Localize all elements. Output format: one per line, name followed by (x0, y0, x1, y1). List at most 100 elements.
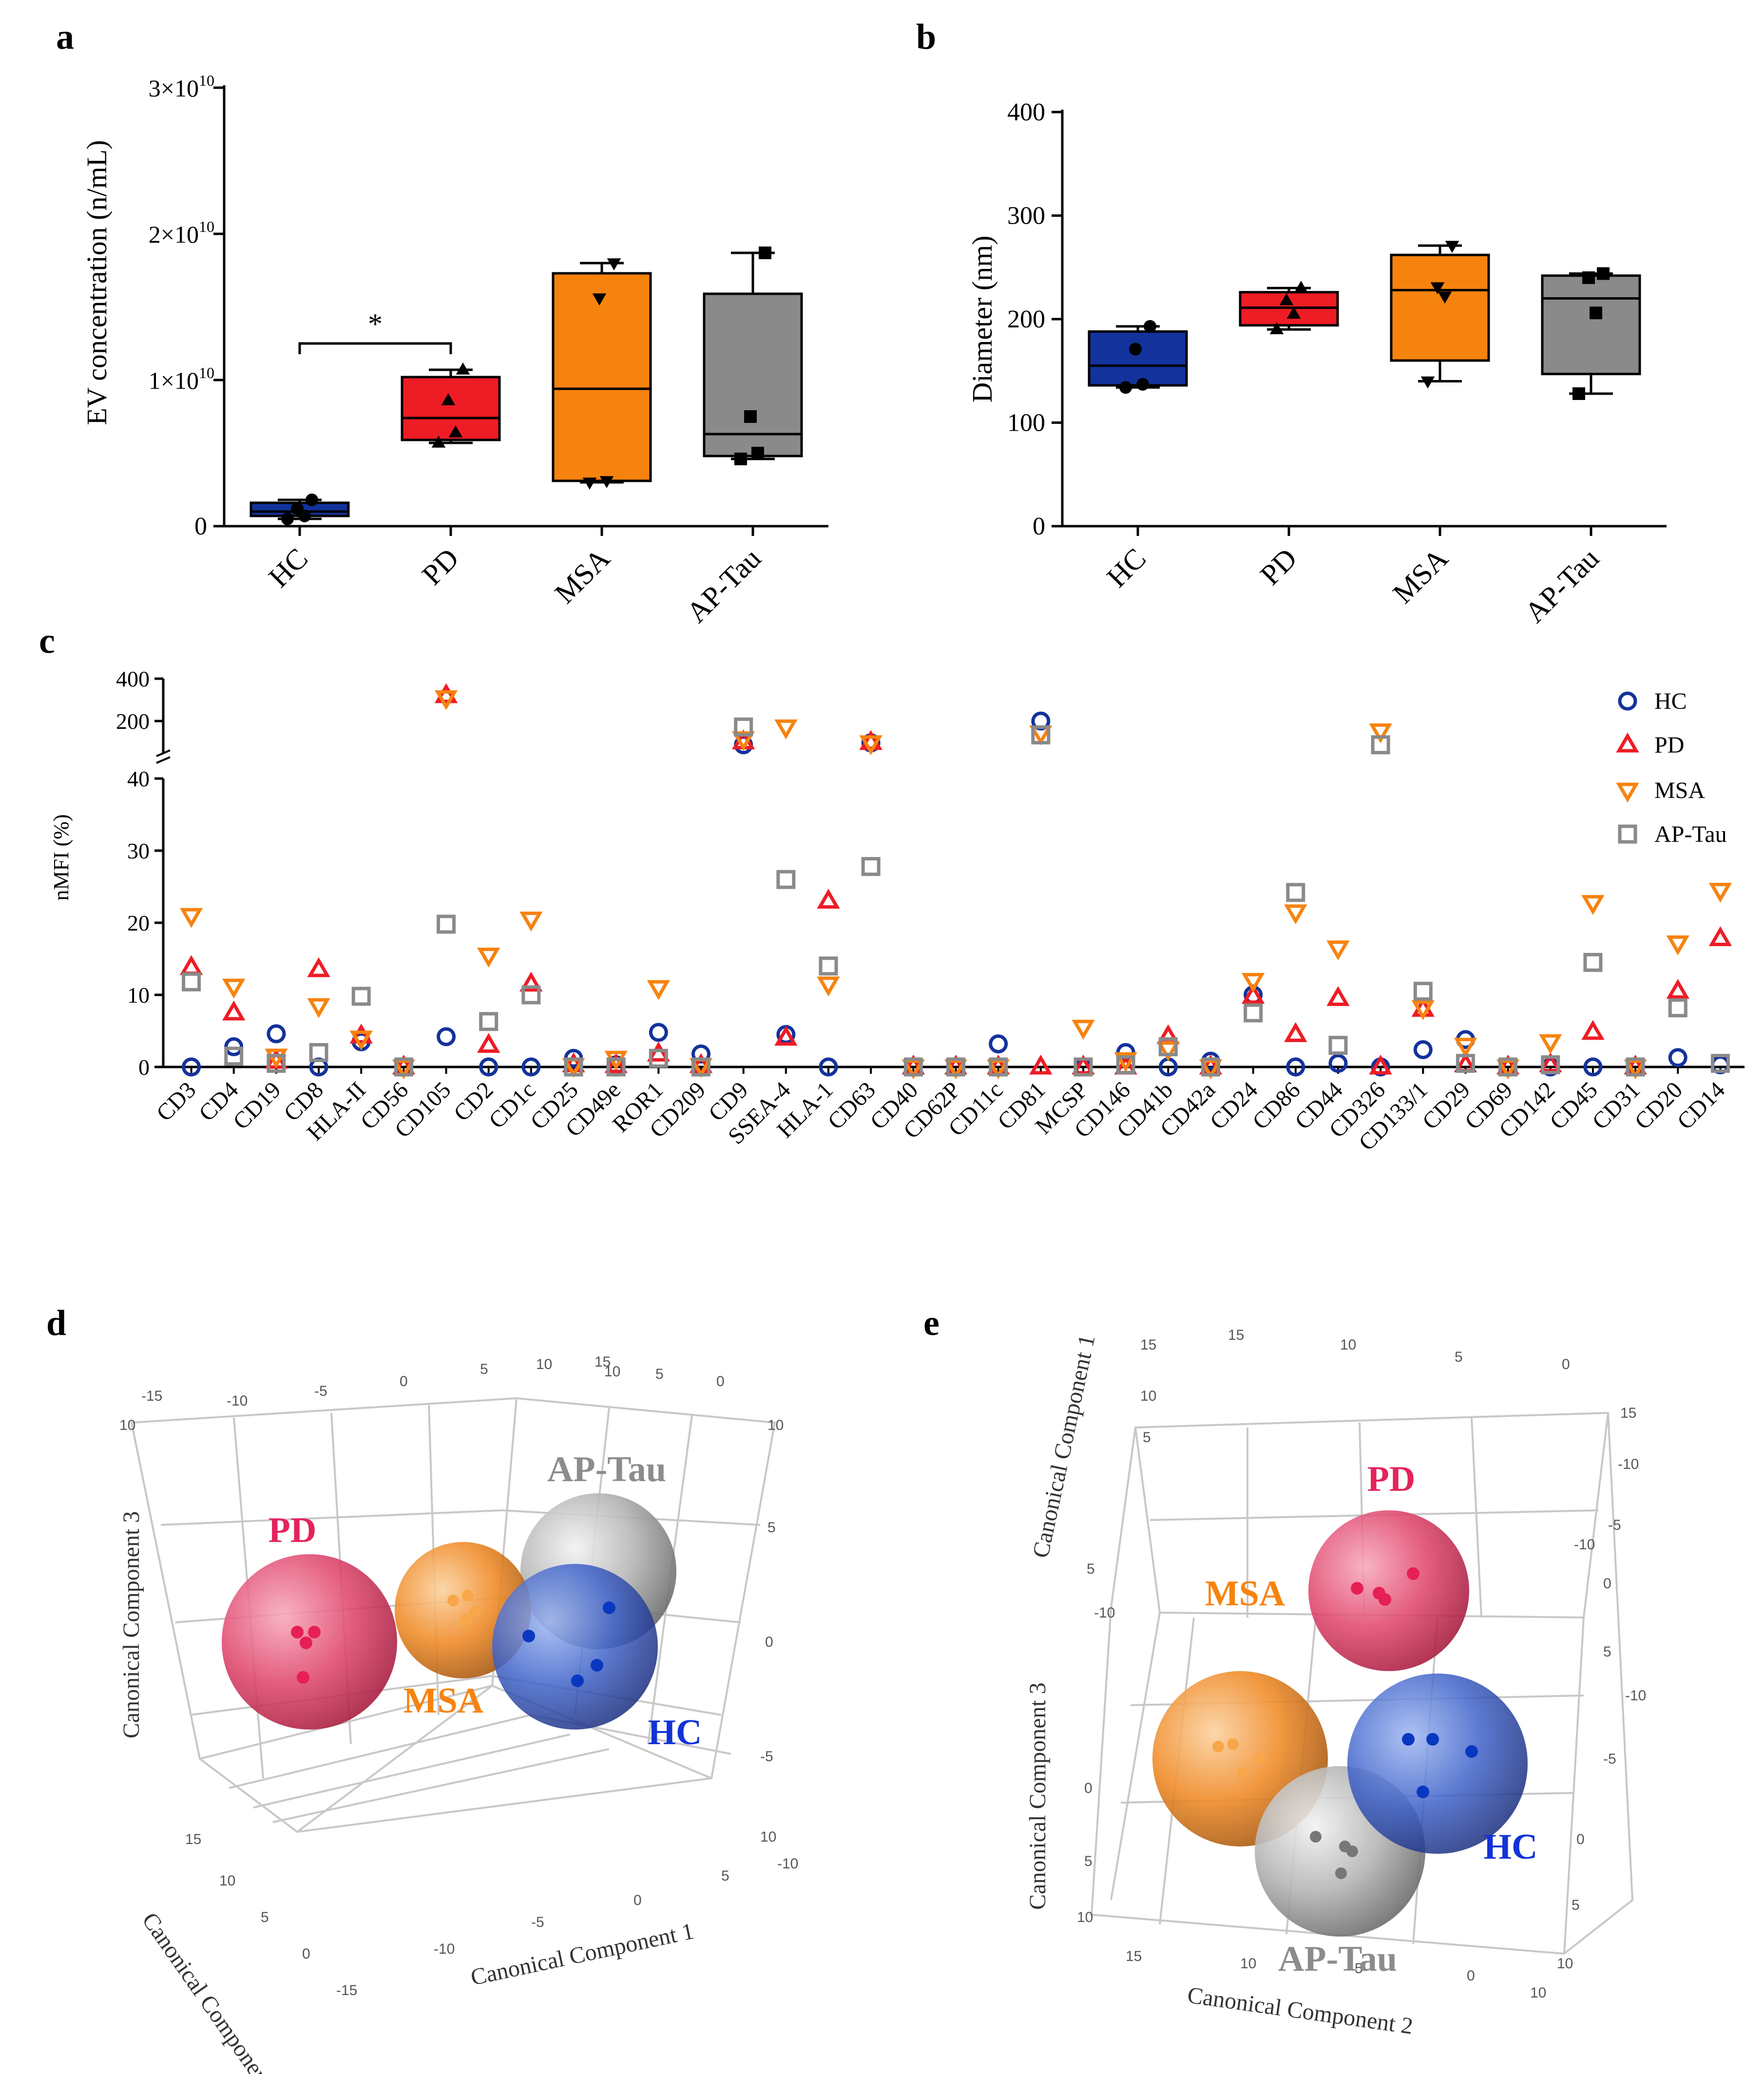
tick-label: -15 (336, 1982, 357, 1998)
panel-c-scatter-chart: nMFI (%) 010203040200400CD3CD4CD19CD8HLA… (49, 666, 1745, 1156)
group-label-PD: PD (268, 1510, 317, 1550)
tick-label: 5 (1572, 1897, 1580, 1913)
point-HC (522, 1630, 535, 1642)
tick-label: 10 (536, 1356, 552, 1372)
x-tick-label: CD31 (1587, 1077, 1645, 1135)
point-PD (1407, 1567, 1419, 1580)
tick-label: 15 (185, 1831, 201, 1847)
point-PD (300, 1636, 312, 1649)
tick-label: -15 (141, 1388, 162, 1404)
scatter-point-HC (437, 1027, 456, 1047)
scatter-point-AP-Tau (1201, 1057, 1220, 1077)
scatter-point-AP-Tau (267, 1054, 286, 1073)
point-MSA (1212, 1741, 1224, 1752)
tick-label: 5 (721, 1868, 729, 1884)
scatter-point-MSA (265, 1048, 288, 1069)
box-HC (1088, 330, 1188, 387)
point-MSA (447, 1595, 459, 1606)
tick-label: 0 (302, 1946, 310, 1962)
tick-label: 10 (760, 1829, 776, 1845)
scatter-point-HC (989, 1034, 1008, 1054)
scatter-point-AP-Tau (1456, 1054, 1475, 1073)
point-HC (1426, 1733, 1439, 1746)
scatter-point-HC (1413, 1040, 1433, 1059)
scatter-point-MSA (817, 976, 840, 997)
data-point (1119, 381, 1132, 394)
point-MSA (1254, 1753, 1265, 1765)
scatter-point-MSA (859, 735, 882, 756)
tick-label: 15 (1620, 1405, 1636, 1421)
legend-marker (1616, 732, 1639, 753)
scatter-point-MSA (434, 690, 458, 710)
data-point (291, 502, 304, 515)
panel-e-ticks-left: 15 10 5 -10 5 0 5 10 (1077, 1337, 1156, 1925)
y-tick-label: 400 (116, 666, 150, 691)
scatter-point-AP-Tau (1244, 1003, 1263, 1023)
tick-label: -5 (314, 1383, 327, 1399)
scatter-point-HC (1031, 711, 1051, 731)
scatter-point-MSA (349, 1030, 373, 1051)
scatter-point-MSA (1072, 1020, 1095, 1040)
scatter-point-MSA (392, 1059, 416, 1080)
group-label-APTau: AP-Tau (1278, 1939, 1397, 1979)
scatter-point-AP-Tau (903, 1057, 923, 1077)
tick-label: 10 (1140, 1388, 1156, 1404)
legend-marker (1616, 782, 1639, 803)
legend-label: HC (1654, 688, 1687, 714)
x-tick-label: CD24 (1205, 1077, 1263, 1135)
panel-c-ylabel: nMFI (%) (49, 814, 73, 900)
scatter-point-MSA (1156, 1041, 1180, 1062)
scatter-point-AP-Tau (861, 857, 881, 876)
panel-d-ticks-c2: 15 10 5 0 -15 (185, 1831, 357, 1998)
scatter-point-MSA (1624, 1059, 1647, 1080)
tick-label: 0 (1562, 1356, 1570, 1372)
scatter-point-PD (774, 1026, 798, 1046)
scatter-point-AP-Tau (437, 914, 456, 934)
scatter-point-MSA (1581, 895, 1605, 915)
data-point (1445, 241, 1459, 253)
x-tick-label: CD45 (1545, 1077, 1603, 1135)
group-label-MSA: MSA (403, 1681, 483, 1721)
x-tick-label: CD19 (228, 1077, 286, 1135)
data-point (1430, 282, 1445, 295)
data-point (1144, 320, 1156, 333)
data-point (281, 513, 294, 525)
y-tick-label: 0 (1033, 513, 1045, 540)
scatter-point-AP-Tau (734, 717, 753, 737)
scatter-point-AP-Tau (1541, 1055, 1560, 1075)
data-point (751, 447, 764, 459)
scatter-point-MSA (986, 1059, 1010, 1080)
scatter-point-MSA (944, 1059, 968, 1080)
tick-label: -10 (1625, 1688, 1646, 1704)
scatter-point-AP-Tau (182, 972, 201, 991)
x-tick-label: CD20 (1630, 1077, 1687, 1135)
data-point (431, 436, 446, 448)
panel-d-axis-label-c2: Canonical Component 2 (137, 1908, 288, 2074)
panel-e-axis-label-c1: Canonical Component 1 (1028, 1332, 1100, 1560)
data-point (448, 425, 463, 438)
point-MSA (1237, 1768, 1248, 1779)
scatter-point-AP-Tau (1668, 998, 1687, 1018)
scatter-point-MSA (1708, 882, 1732, 903)
tick-label: -10 (434, 1941, 455, 1957)
x-tick-label: CD3 (152, 1077, 201, 1126)
panel-d-3d-scatter: -15 -10 -5 0 5 10 15 10 5 0 10 5 0 -5 -1… (118, 1354, 798, 2074)
point-APTau (1346, 1846, 1358, 1857)
panel-d-ticks-top: -15 -10 -5 0 5 10 15 10 5 0 (141, 1354, 725, 1409)
panel-letter-c: c (39, 621, 55, 661)
scatter-point-HC (479, 1057, 499, 1077)
scatter-point-MSA (1369, 723, 1392, 743)
y-tick-label: 10 (127, 983, 150, 1008)
box-MSA (552, 272, 652, 482)
panel-e-axis-label-c2: Canonical Component 2 (1186, 1982, 1414, 2039)
point-HC (1402, 1733, 1415, 1746)
panel-b-box-chart: Diameter (nm) 0 100 200 300 400 HC PD MSA AP-Tau (966, 98, 1667, 629)
scatter-point-AP-Tau (1413, 982, 1433, 1001)
scatter-point-AP-Tau (521, 985, 541, 1005)
tick-label: 5 (1084, 1853, 1093, 1869)
point-HC (1465, 1745, 1478, 1758)
tick-label: 10 (767, 1417, 784, 1433)
tick-label: -10 (1094, 1605, 1115, 1621)
tick-label: 0 (1084, 1780, 1093, 1796)
legend-marker (1618, 824, 1637, 844)
